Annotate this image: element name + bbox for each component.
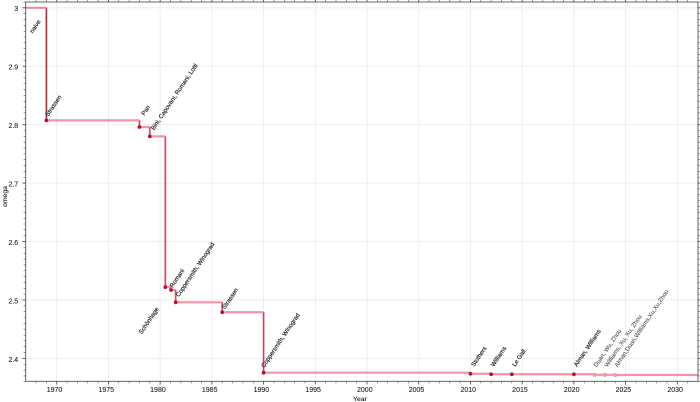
svg-text:Schönhage: Schönhage (138, 306, 161, 336)
svg-text:Stothers: Stothers (470, 345, 488, 368)
svg-text:2020: 2020 (564, 387, 580, 394)
svg-text:2.4: 2.4 (8, 357, 18, 364)
svg-text:2.9: 2.9 (8, 65, 18, 72)
svg-text:2030: 2030 (667, 387, 683, 394)
svg-text:2010: 2010 (460, 387, 476, 394)
svg-text:1990: 1990 (254, 387, 270, 394)
svg-text:1995: 1995 (305, 387, 321, 394)
svg-text:Pan: Pan (140, 104, 152, 117)
svg-text:naive: naive (29, 18, 43, 34)
svg-text:2.7: 2.7 (8, 182, 18, 189)
svg-text:Year: Year (353, 396, 367, 402)
svg-text:Bini, Capovani, Romani, Lotti: Bini, Capovani, Romani, Lotti (150, 63, 200, 132)
svg-text:2.6: 2.6 (8, 240, 18, 247)
svg-text:2.8: 2.8 (8, 123, 18, 130)
svg-text:Strassen: Strassen (221, 287, 240, 311)
svg-text:Alman,Duan,Williams,Xu,Xu,Zhou: Alman,Duan,Williams,Xu,Xu,Zhou (613, 289, 670, 369)
svg-text:2005: 2005 (409, 387, 425, 394)
svg-text:Williams: Williams (490, 345, 508, 368)
svg-text:omega: omega (2, 186, 9, 207)
svg-text:2025: 2025 (616, 387, 632, 394)
svg-text:1975: 1975 (98, 387, 114, 394)
svg-text:2.5: 2.5 (8, 298, 18, 305)
svg-text:1985: 1985 (202, 387, 218, 394)
svg-text:Coppersmith, Winograd: Coppersmith, Winograd (260, 312, 302, 369)
svg-text:3: 3 (14, 6, 18, 13)
svg-text:1970: 1970 (47, 387, 63, 394)
svg-text:2000: 2000 (357, 387, 373, 394)
svg-text:2015: 2015 (512, 387, 528, 394)
svg-text:1980: 1980 (150, 387, 166, 394)
